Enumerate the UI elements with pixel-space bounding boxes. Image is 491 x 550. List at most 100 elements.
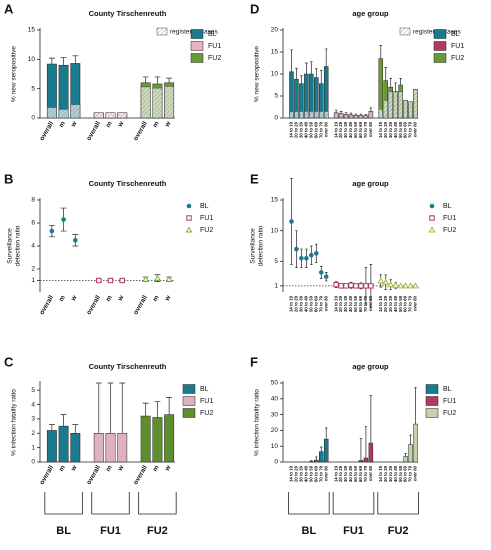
- registered-bar: [393, 91, 398, 119]
- legend-swatch: [182, 384, 196, 394]
- x-tick-label: 30 to 39: [343, 295, 348, 312]
- y-tick-label: 1: [31, 277, 35, 284]
- y-tick-label: 15: [271, 197, 279, 204]
- x-tick-label: 60 to 69: [358, 295, 363, 312]
- x-tick-label: 30 to 39: [299, 121, 304, 138]
- x-tick-label: 70 to 79: [363, 121, 368, 138]
- registered-bar: [388, 91, 393, 119]
- legend-swatch: [156, 27, 168, 36]
- point: [185, 226, 193, 233]
- error-bar: [166, 397, 173, 415]
- error-bar: [72, 424, 79, 434]
- x-tick-label: m: [58, 464, 67, 473]
- x-tick-label: 60 to 69: [403, 295, 408, 312]
- x-tick-label: 70 to 79: [363, 465, 368, 482]
- x-tick-label: m: [58, 294, 67, 303]
- x-tick-label: 14 to 19: [378, 465, 383, 482]
- x-tick-label: over 80: [368, 121, 373, 137]
- point: [96, 277, 102, 284]
- error-bar: [315, 456, 318, 461]
- group-bracket: [44, 492, 83, 515]
- point: [377, 277, 385, 284]
- error-bar: [349, 112, 353, 115]
- legend-label: BL: [200, 386, 209, 393]
- panel-letter: B: [4, 171, 13, 186]
- error-bar: [305, 62, 308, 74]
- bar: [164, 414, 175, 463]
- x-tick-label: w: [163, 294, 173, 304]
- y-tick-label: 10: [271, 227, 279, 234]
- x-tick-label: 14 to 19: [333, 121, 338, 138]
- legend-label: BL: [451, 31, 460, 38]
- point: [348, 282, 354, 288]
- group-label: FU2: [388, 525, 409, 537]
- panel-letter: A: [4, 1, 14, 16]
- error-bar: [359, 437, 363, 461]
- y-tick-label: 8: [31, 197, 35, 204]
- registered-bar: [309, 111, 314, 119]
- x-tick-label: 20 to 29: [338, 295, 343, 312]
- error-bar: [154, 401, 161, 418]
- x-tick-label: 60 to 69: [403, 465, 408, 482]
- registered-bar: [152, 87, 163, 119]
- point: [186, 215, 192, 221]
- bar: [46, 430, 57, 463]
- legend-label: FU1: [200, 398, 213, 405]
- registered-bar: [343, 114, 349, 119]
- panel-letter: E: [250, 171, 259, 186]
- bar: [70, 433, 81, 463]
- point: [429, 215, 435, 221]
- registered-bar: [324, 111, 329, 119]
- point: [387, 281, 395, 288]
- x-tick-label: 70 to 79: [318, 465, 323, 482]
- y-tick-label: 1: [31, 444, 35, 451]
- x-tick-label: 50 to 59: [308, 295, 313, 312]
- point: [343, 283, 349, 289]
- x-tick-label: w: [163, 464, 173, 474]
- panel-letter: D: [250, 1, 259, 16]
- legend-swatch: [182, 396, 196, 406]
- error-bar: [369, 395, 373, 444]
- point: [304, 255, 309, 261]
- registered-bar: [164, 86, 175, 119]
- point: [289, 219, 294, 224]
- registered-bar: [140, 86, 151, 119]
- x-tick-label: 70 to 79: [318, 121, 323, 138]
- x-tick-label: overall: [85, 120, 102, 142]
- error-bar: [324, 48, 328, 67]
- legend-label: FU1: [200, 215, 213, 222]
- error-bar: [324, 427, 328, 440]
- group-bracket: [138, 492, 177, 515]
- x-tick-label: over 80: [413, 465, 418, 481]
- y-tick-label: 3: [31, 416, 35, 423]
- legend-swatch: [399, 27, 411, 36]
- x-tick-label: w: [116, 120, 126, 130]
- error-bar: [394, 82, 397, 92]
- error-bar: [364, 426, 368, 459]
- legend-swatch: [433, 41, 447, 51]
- x-tick-label: 40 to 49: [304, 121, 309, 138]
- y-tick-label: 4: [31, 243, 35, 250]
- registered-bar: [58, 108, 69, 119]
- point: [368, 283, 374, 289]
- point: [363, 283, 369, 289]
- chart-title: County Tirschenreuth: [89, 9, 167, 18]
- y-tick-label: 1: [274, 283, 278, 290]
- x-tick-label: 40 to 49: [393, 121, 398, 138]
- point: [392, 281, 400, 288]
- x-tick-label: 50 to 59: [353, 295, 358, 312]
- legend-label: FU2: [443, 227, 456, 234]
- x-tick-label: 40 to 49: [304, 465, 309, 482]
- registered-bar: [105, 112, 116, 119]
- x-tick-label: 20 to 29: [383, 465, 388, 482]
- error-bar: [95, 382, 102, 434]
- x-tick-label: 20 to 29: [294, 295, 299, 312]
- legend-label: FU2: [200, 410, 213, 417]
- x-tick-label: 14 to 19: [289, 465, 294, 482]
- y-tick-label: 15: [28, 27, 36, 34]
- error-bar: [142, 76, 149, 83]
- x-tick-label: overall: [39, 294, 56, 316]
- error-bar: [399, 78, 402, 85]
- y-tick-label: 30: [271, 411, 279, 418]
- x-tick-label: m: [105, 120, 114, 129]
